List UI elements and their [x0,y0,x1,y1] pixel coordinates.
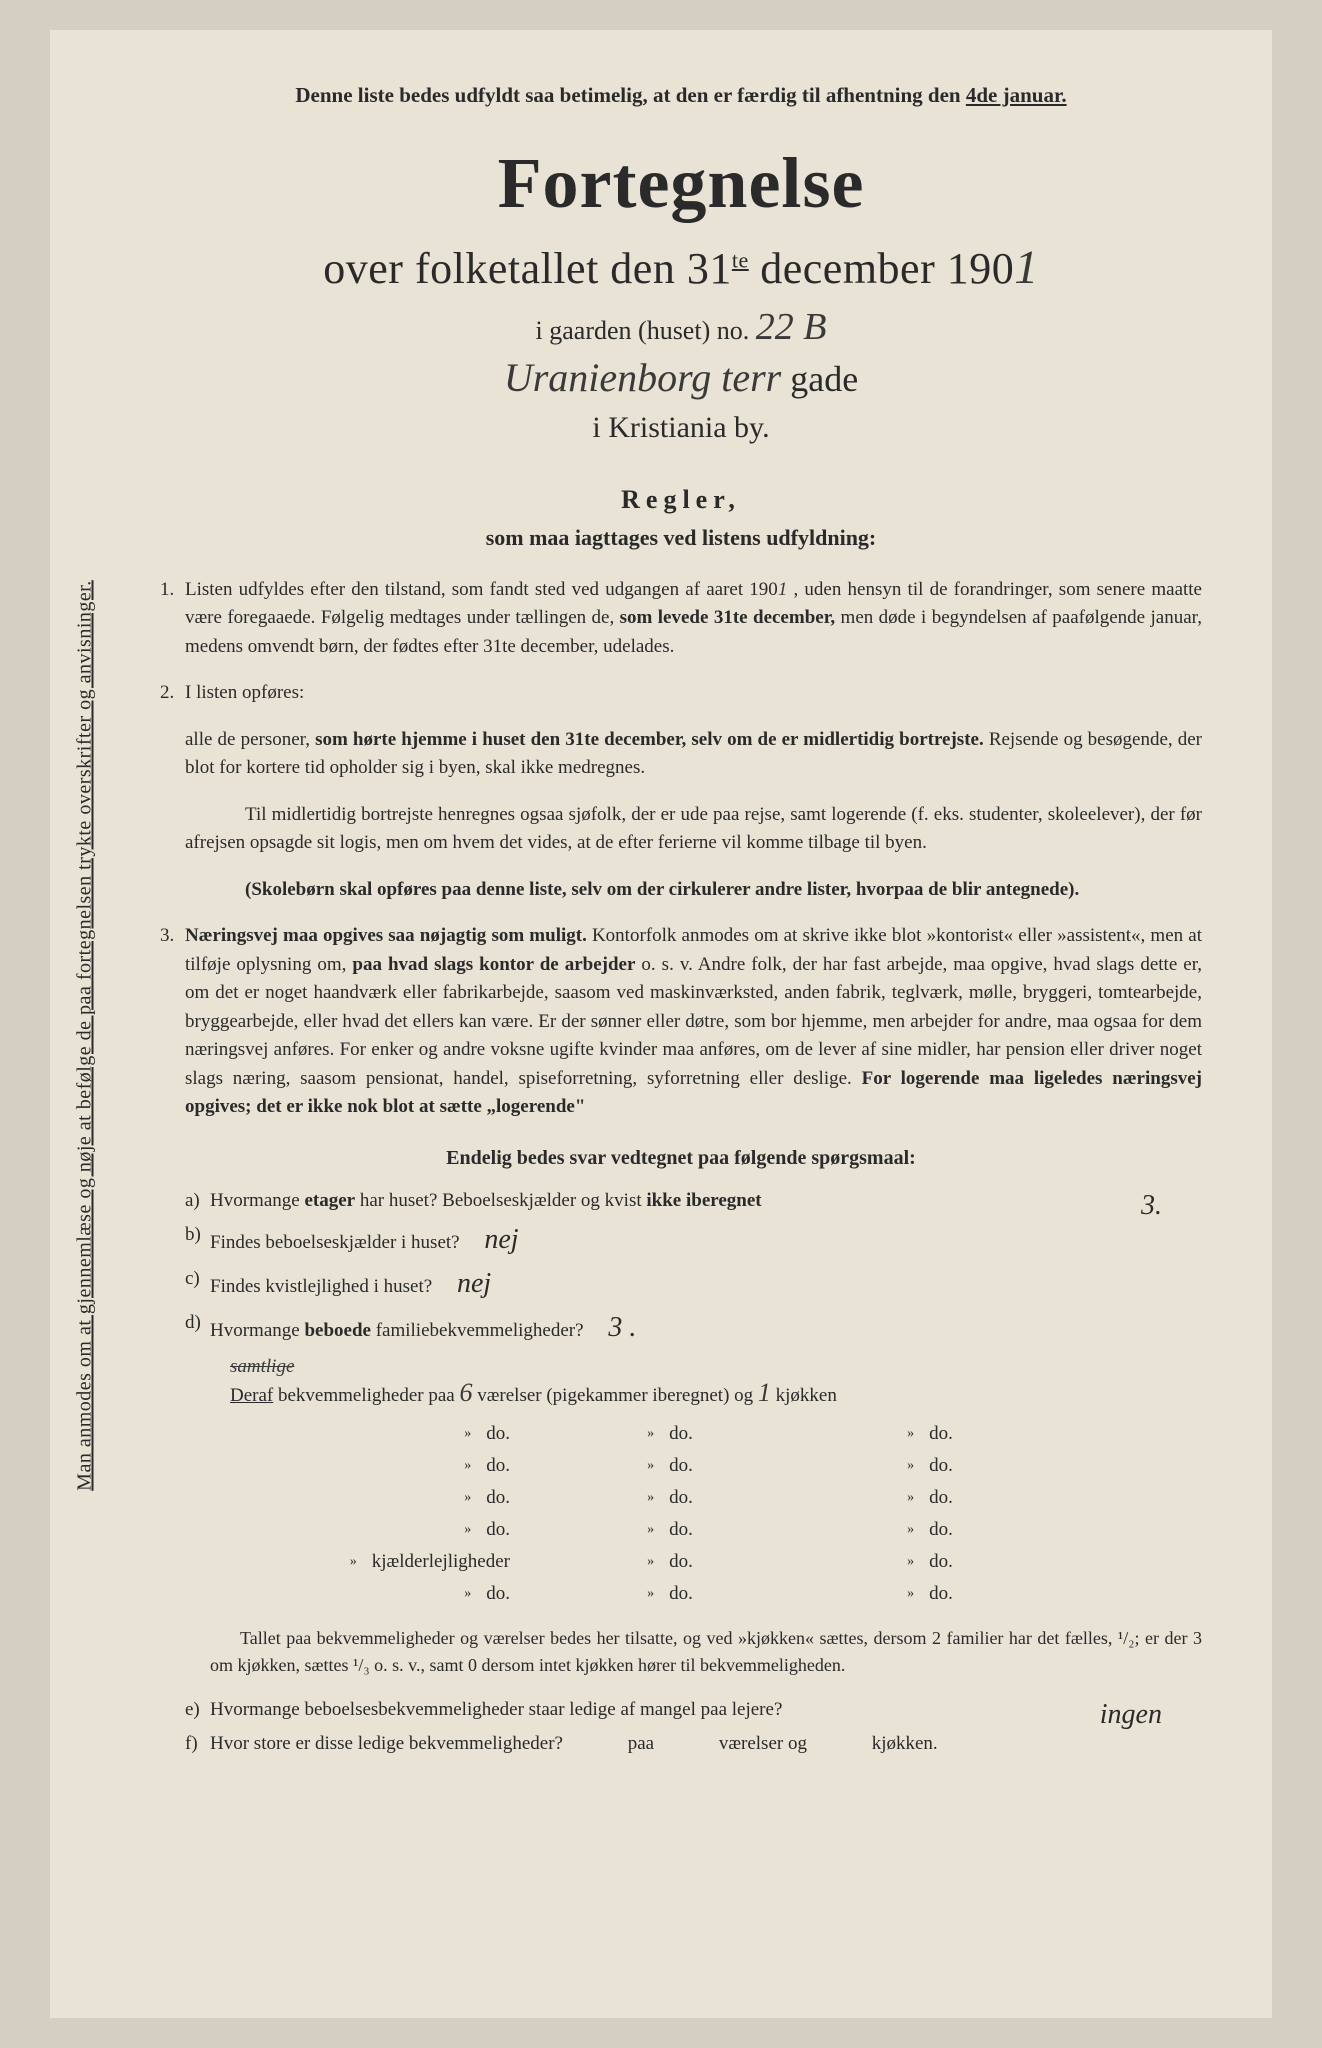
street-line: Uranienborg terr gade [160,354,1202,401]
question-d: d) Hvormange beboede familiebekvemmeligh… [160,1312,1202,1344]
rule-2: 2. I listen opføres: [160,679,1202,708]
question-f: f) Hvor store er disse ledige bekvemmeli… [160,1733,1202,1755]
top-instruction: Denne liste bedes udfyldt saa betimelig,… [291,80,1071,112]
title-subtitle: over folketallet den 31te december 1901 [160,240,1202,295]
city-line: i Kristiania by. [160,411,1202,445]
rule-2-para1: alle de personer, som hørte hjemme i hus… [160,726,1202,783]
footnote: Tallet paa bekvemmeligheder og værelser … [160,1625,1202,1679]
question-b: b) Findes beboelseskjælder i huset? nej [160,1224,1202,1256]
rule-2-para2: Til midlertidig bortrejste henregnes ogs… [160,801,1202,858]
title-main: Fortegnelse [160,142,1202,225]
rule-1: 1. Listen udfyldes efter den tilstand, s… [160,576,1202,662]
rule-3: 3. Næringsvej maa opgives saa nøjagtig s… [160,922,1202,1122]
table-row: »do.»do.»do. [230,1487,1202,1509]
question-a: a) Hvormange etager har huset? Beboelses… [160,1190,1202,1212]
table-row: »do.»do.»do. [230,1519,1202,1541]
table-row: »do.»do.»do. [230,1583,1202,1605]
address-line: i gaarden (huset) no. 22 B [160,305,1202,349]
endelig-heading: Endelig bedes svar vedtegnet paa følgend… [160,1147,1202,1170]
regler-heading: Regler, [160,485,1202,515]
table-row: »do.»do.»do. [230,1423,1202,1445]
do-table: »do.»do.»do. »do.»do.»do. »do.»do.»do. »… [230,1423,1202,1605]
question-e: e) Hvormange beboelsesbekvemmeligheder s… [160,1699,1202,1721]
question-c: c) Findes kvistlejlighed i huset? nej [160,1268,1202,1300]
table-row: »do.»do.»do. [230,1455,1202,1477]
question-d-sub: samtlige Deraf bekvemmeligheder paa 6 væ… [160,1356,1202,1408]
vertical-margin-note: Man anmodes om at gjennemlæse og nøje at… [74,580,97,1491]
table-row: »kjælderlejligheder»do.»do. [230,1551,1202,1573]
rule-2-para3: (Skolebørn skal opføres paa denne liste,… [160,876,1202,905]
regler-subheading: som maa iagttages ved listens udfyldning… [160,525,1202,551]
